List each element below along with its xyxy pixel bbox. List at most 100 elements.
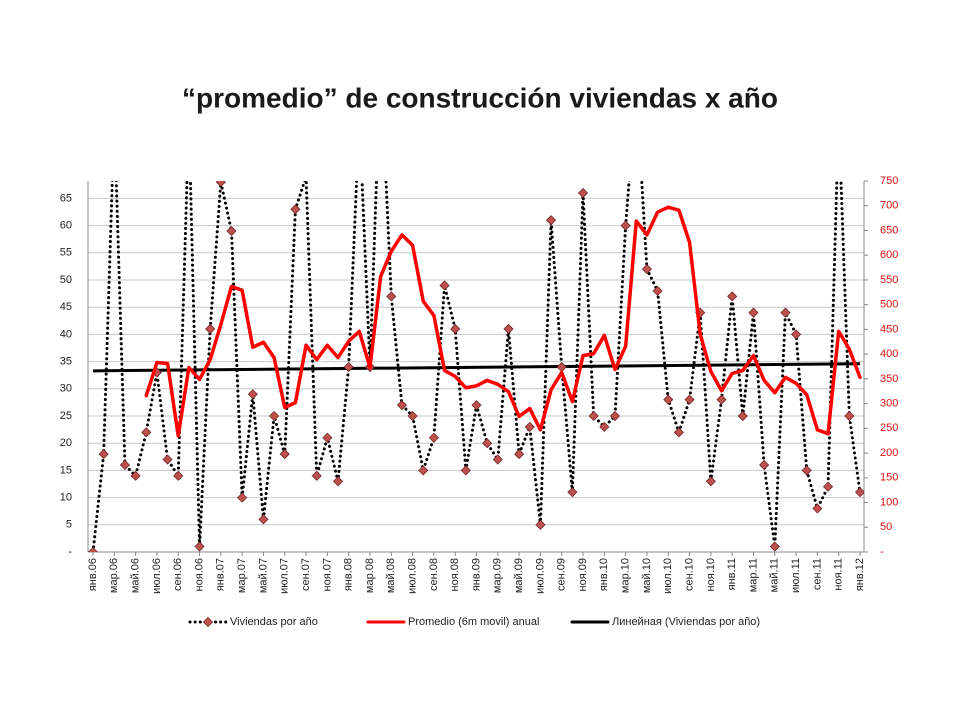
data-point	[524, 421, 535, 432]
x-tick-label: июл.10	[662, 558, 674, 594]
data-point	[407, 410, 418, 422]
data-point	[386, 291, 397, 302]
data-point	[503, 323, 514, 335]
x-tick-label: ноя.08	[449, 558, 461, 591]
data-point	[727, 291, 738, 302]
data-point	[376, 58, 385, 67]
y-tick-label: 40	[60, 328, 72, 340]
x-tick-label: сен.09	[556, 558, 568, 591]
data-point	[247, 389, 258, 400]
y2-tick-label: 750	[880, 175, 898, 187]
data-point	[119, 459, 131, 471]
data-point	[322, 432, 333, 443]
y2-tick-label: 700	[880, 200, 898, 212]
y-tick-label: 50	[60, 274, 72, 286]
data-point	[269, 410, 280, 422]
data-point	[98, 449, 109, 460]
x-tick-label: июл.08	[406, 558, 418, 594]
data-point	[482, 438, 493, 449]
data-point	[460, 465, 471, 476]
data-point	[290, 204, 301, 215]
x-tick-label: мар.07	[236, 558, 248, 593]
data-point	[641, 264, 653, 275]
data-point	[355, 112, 364, 121]
x-tick-label: май.07	[257, 558, 269, 593]
data-point	[769, 541, 780, 552]
data-point	[311, 470, 322, 481]
x-tick-label: май.08	[385, 558, 397, 593]
data-point	[748, 307, 759, 318]
y-tick-label: 55	[60, 247, 72, 259]
data-point	[215, 181, 226, 188]
y2-tick-label: 200	[880, 447, 898, 459]
data-point	[130, 470, 141, 481]
y-tick-label: 25	[60, 410, 72, 422]
y2-tick-label: 500	[880, 299, 898, 311]
data-point	[822, 481, 834, 492]
y-tick-label: -	[68, 546, 72, 558]
data-point	[110, 112, 119, 121]
data-point	[620, 220, 631, 231]
x-tick-label: ноя.09	[577, 558, 589, 591]
y-tick-label: 60	[60, 220, 72, 232]
x-tick-label: янв.10	[598, 558, 610, 591]
y-tick-label: 5	[66, 519, 72, 531]
data-point	[567, 487, 578, 498]
data-point	[652, 285, 663, 296]
legend-label: Линейная (Viviendas por año)	[612, 616, 760, 628]
x-tick-label: май.11	[769, 558, 781, 592]
data-point	[343, 361, 354, 373]
data-point	[237, 492, 248, 503]
x-tick-label: сен.10	[683, 558, 695, 591]
data-point	[801, 465, 812, 476]
x-tick-label: мар.09	[492, 558, 504, 593]
x-tick-label: ноя.07	[321, 558, 333, 591]
data-point	[684, 394, 695, 405]
y-tick-label: 20	[60, 437, 72, 449]
x-tick-label: май.06	[130, 558, 142, 593]
data-point	[609, 410, 621, 422]
y2-tick-label: 100	[880, 496, 898, 508]
data-point	[535, 519, 546, 530]
data-point	[418, 465, 429, 476]
y-tick-label: 15	[60, 464, 72, 476]
x-tick-label: июл.09	[534, 558, 546, 594]
y2-tick-label: 450	[880, 323, 898, 335]
y2-tick-label: 350	[880, 373, 898, 385]
x-tick-label: янв.07	[215, 558, 227, 591]
x-tick-label: янв.11	[726, 558, 738, 590]
data-point	[226, 225, 237, 237]
x-tick-label: мар.08	[364, 558, 376, 593]
data-point	[194, 541, 205, 552]
data-point	[546, 215, 557, 226]
data-point	[556, 361, 567, 373]
chart-title: “promedio” de construcción viviendas x a…	[182, 82, 778, 113]
data-point	[599, 421, 610, 432]
data-point	[450, 323, 461, 335]
x-tick-label: мар.10	[620, 558, 632, 593]
data-point	[279, 449, 290, 460]
x-tick-label: янв.06	[87, 558, 99, 591]
data-point	[162, 454, 173, 465]
x-tick-label: мар.11	[747, 558, 759, 592]
x-tick-label: янв.12	[854, 558, 866, 591]
data-point	[716, 394, 727, 405]
y-tick-label: 65	[60, 192, 72, 204]
trend-line	[92, 362, 861, 373]
x-tick-label: сен.11	[811, 558, 823, 590]
data-point	[439, 280, 450, 291]
y-tick-label: 35	[60, 356, 72, 368]
data-point	[332, 476, 344, 487]
data-point	[577, 187, 589, 199]
data-point	[663, 394, 674, 405]
y2-tick-label: 600	[880, 249, 898, 261]
x-tick-label: янв.09	[470, 558, 482, 591]
series-line	[144, 205, 862, 438]
x-tick-label: май.09	[513, 558, 525, 593]
y2-tick-label: 300	[880, 398, 898, 410]
data-point	[514, 449, 525, 460]
x-tick-label: май.10	[641, 558, 653, 593]
legend-marker	[202, 616, 214, 628]
data-point	[428, 432, 439, 443]
x-tick-label: сен.07	[300, 558, 312, 591]
